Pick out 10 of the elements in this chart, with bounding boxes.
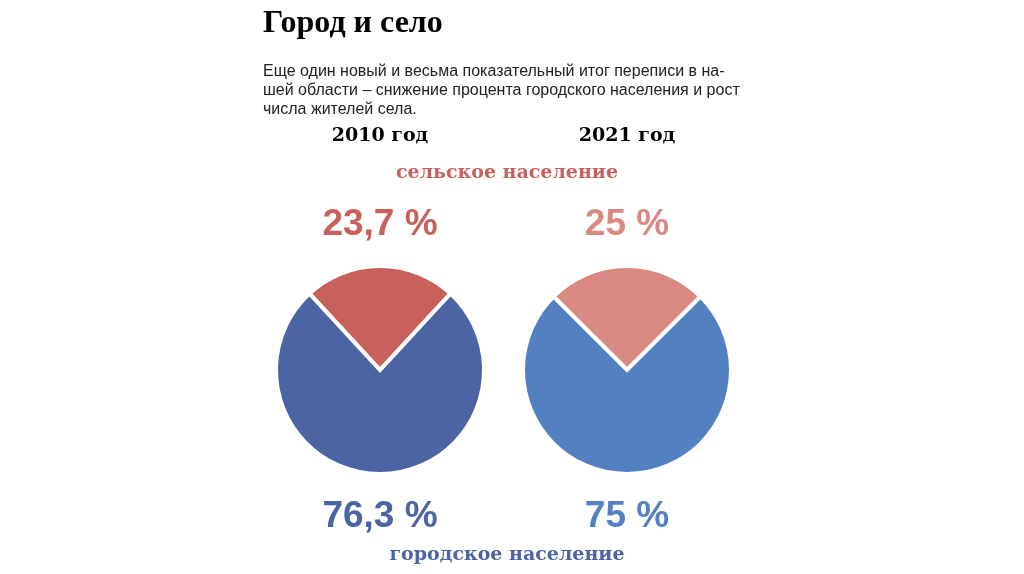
chart-title: 2010 год <box>331 123 429 145</box>
data-label: 76,3 % <box>322 494 438 535</box>
text: сельское население <box>395 160 619 182</box>
chart-title: 2021 год <box>578 123 676 145</box>
data-label: 23,7 % <box>322 202 438 243</box>
text: Еще один новый и весьма показательный итог переписи в на- шей области – снижение процента городского населения и рост числа жителей села. <box>263 62 741 117</box>
text: городское население <box>389 542 625 564</box>
data-label: 25 % <box>584 202 670 243</box>
data-label: 75 % <box>584 494 670 535</box>
text: Город и село <box>263 3 443 39</box>
